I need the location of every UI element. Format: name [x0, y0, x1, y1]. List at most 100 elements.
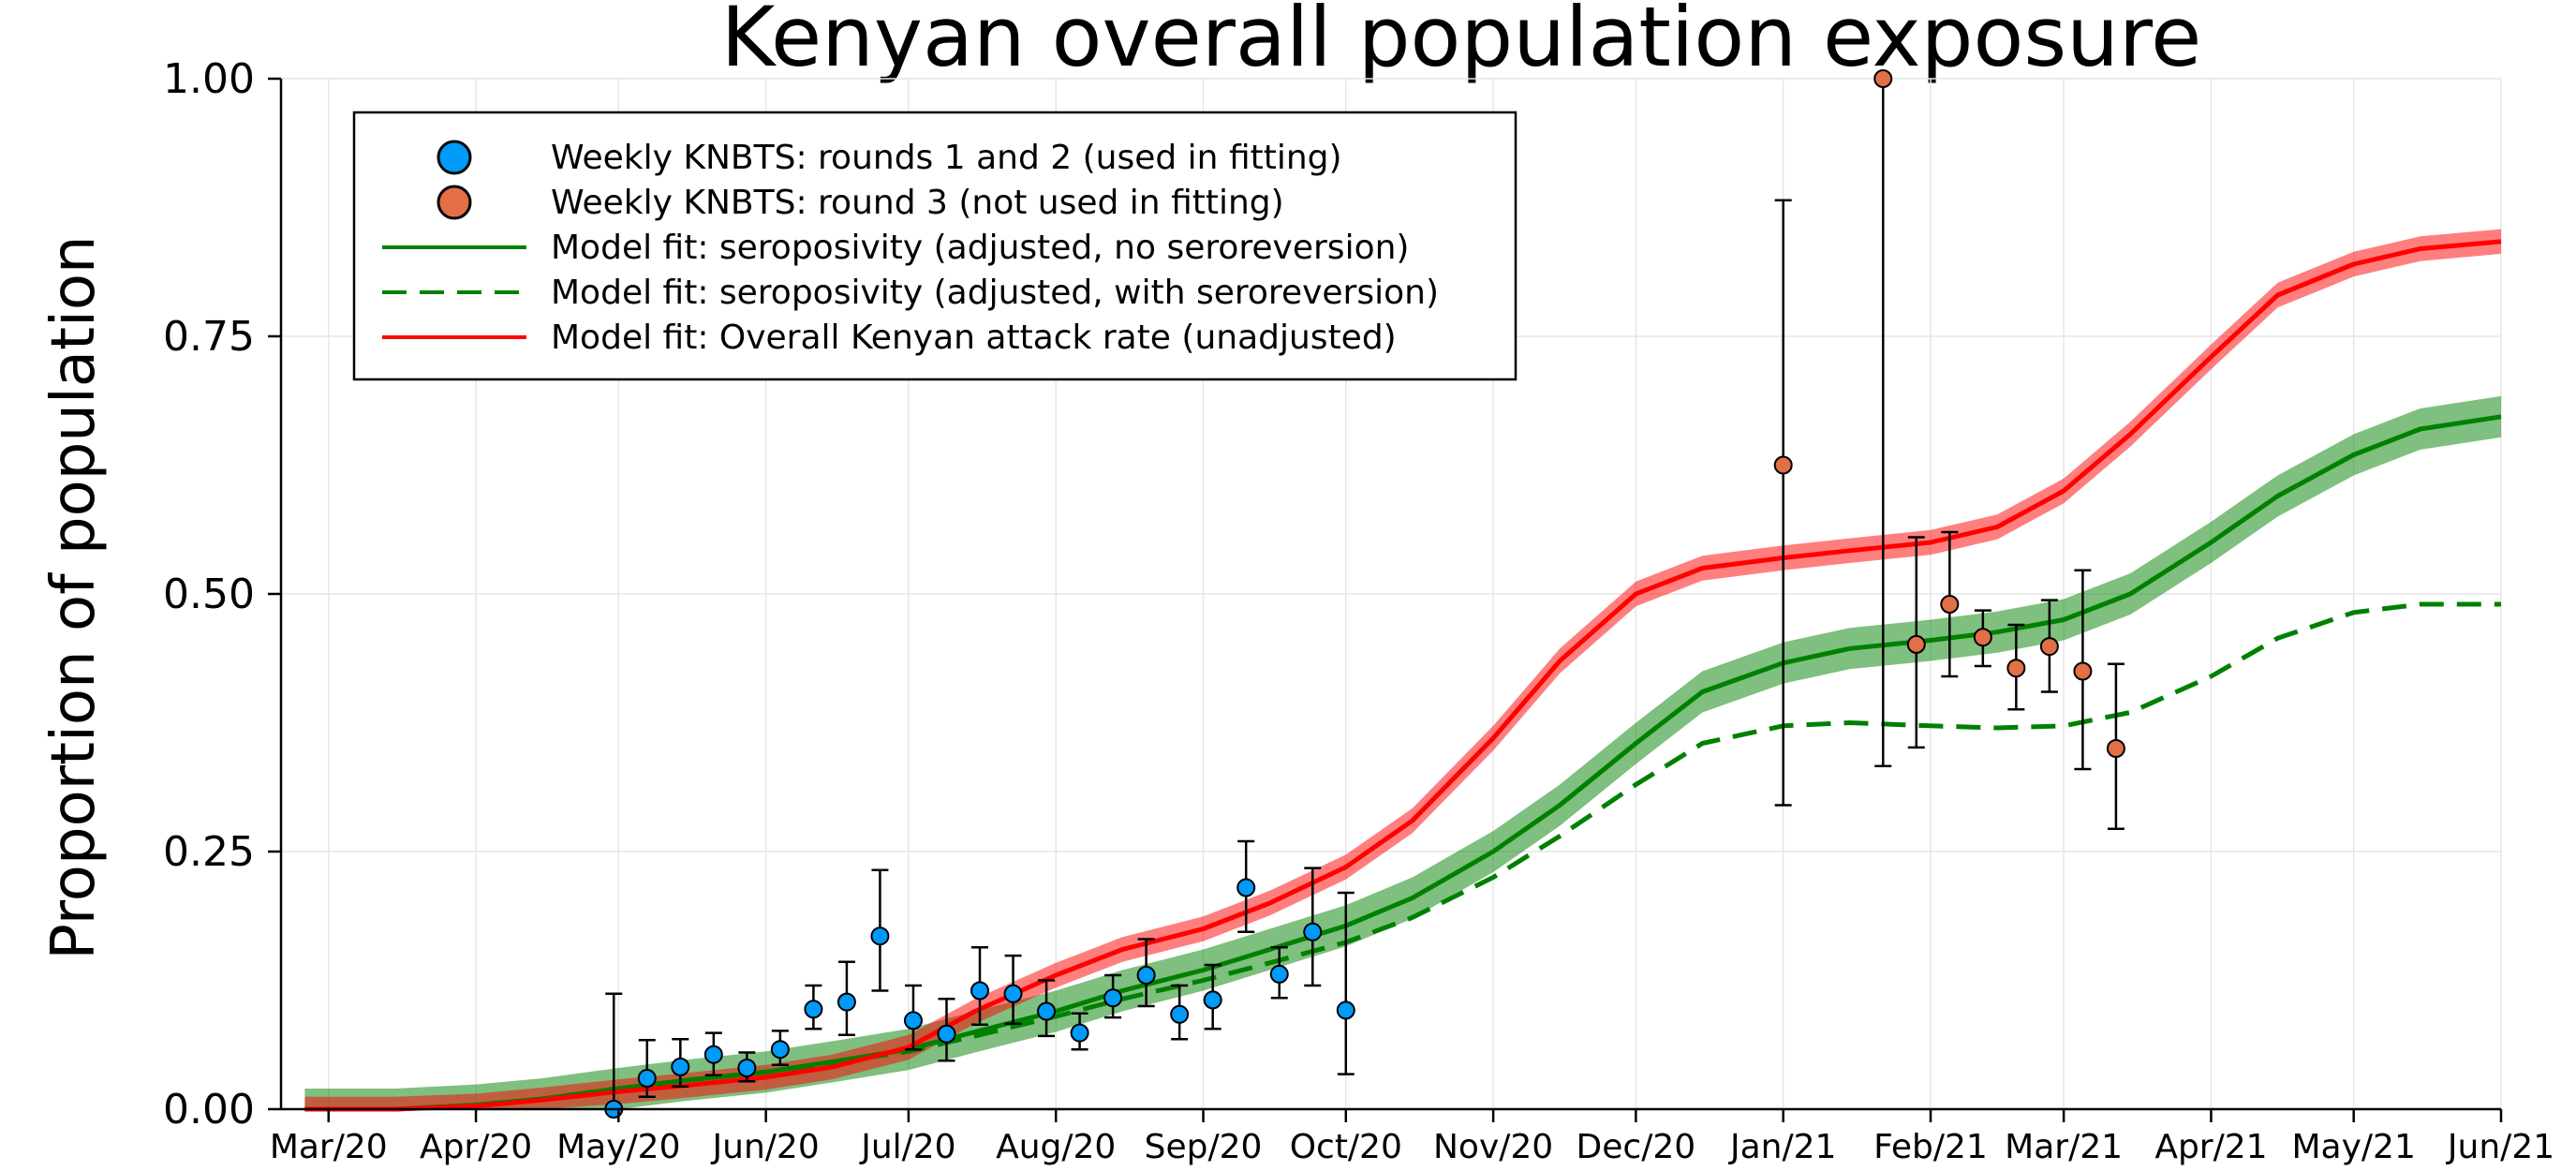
y-tick-label: 0.75	[163, 313, 255, 361]
round12-point	[1303, 867, 1323, 987]
round12-point	[1070, 1012, 1089, 1051]
x-tick-label: Nov/20	[1433, 1128, 1553, 1166]
legend-box	[352, 111, 1517, 381]
round3-point	[1973, 609, 1992, 668]
y-tick-label: 1.00	[163, 55, 255, 103]
y-tick-label: 0.25	[163, 828, 255, 876]
legend-item-0: Weekly KNBTS: rounds 1 and 2 (used in fi…	[437, 139, 1342, 177]
data-marker	[703, 1045, 723, 1064]
round12-point	[970, 946, 990, 1027]
legend-item-1: Weekly KNBTS: round 3 (not used in fitti…	[437, 184, 1284, 222]
y-tick-label: 0.00	[163, 1086, 255, 1134]
data-marker	[637, 1069, 657, 1088]
x-tick-label: Oct/20	[1290, 1128, 1402, 1166]
data-marker	[2106, 739, 2125, 758]
data-marker	[1037, 1001, 1057, 1021]
data-marker	[1336, 1001, 1355, 1020]
legend-marker	[437, 185, 472, 220]
data-marker	[937, 1024, 956, 1044]
round3-point	[1773, 199, 1793, 807]
legend-item-2: Model fit: seroposivity (adjusted, no se…	[382, 229, 1409, 267]
legend-label: Model fit: seroposivity (adjusted, with …	[551, 274, 1439, 312]
round12-point	[1269, 946, 1289, 1000]
x-tick-label: Mar/21	[2005, 1128, 2123, 1166]
data-marker	[1873, 69, 1893, 88]
y-tick-label: 0.50	[163, 571, 255, 618]
data-marker	[1203, 990, 1222, 1010]
round12-point	[770, 1030, 790, 1066]
round12-point	[703, 1031, 723, 1076]
x-tick-label: Apr/20	[420, 1128, 532, 1166]
legend-item-4: Model fit: Overall Kenyan attack rate (u…	[382, 319, 1397, 357]
data-marker	[836, 992, 856, 1012]
data-points	[604, 69, 2125, 1119]
data-marker	[1973, 628, 1992, 647]
data-marker	[970, 981, 990, 1001]
seropositivity-no-reversion-line	[304, 414, 2502, 1112]
round3-point	[1940, 530, 1960, 678]
data-marker	[1906, 634, 1926, 654]
seropositivity-no-reversion-band	[304, 395, 2502, 1109]
legend-item-3: Model fit: seroposivity (adjusted, with …	[382, 274, 1439, 312]
round3-point	[1873, 69, 1893, 767]
x-tick-label: Feb/21	[1873, 1128, 1988, 1166]
data-marker	[1773, 455, 1793, 475]
y-axis-label: Proportion of population	[39, 235, 109, 959]
axis-ticks: 0.00 0.25 0.50 0.75 1.00 Mar/20 Apr/20 May/20 Ju…	[163, 55, 2554, 1166]
data-marker	[1269, 964, 1289, 984]
legend-label: Model fit: Overall Kenyan attack rate (u…	[551, 319, 1397, 357]
legend-marker	[437, 140, 472, 175]
round12-point	[671, 1037, 690, 1089]
seropositivity-with-reversion-line	[304, 601, 2501, 1112]
round12-point	[737, 1051, 757, 1083]
x-tick-label: Aug/20	[996, 1128, 1116, 1166]
data-marker	[1303, 922, 1323, 941]
round12-point	[1203, 963, 1222, 1030]
data-marker	[1003, 984, 1023, 1003]
round12-point	[1003, 954, 1023, 1025]
x-tick-label: May/21	[2291, 1128, 2415, 1166]
x-tick-label: Jan/21	[1728, 1128, 1836, 1166]
x-tick-label: Jun/20	[711, 1128, 820, 1166]
legend-label: Weekly KNBTS: rounds 1 and 2 (used in fi…	[551, 139, 1342, 177]
legend-label: Model fit: seroposivity (adjusted, no se…	[551, 229, 1409, 267]
round3-point	[2006, 623, 2026, 711]
legend-label: Weekly KNBTS: round 3 (not used in fitti…	[551, 184, 1284, 222]
chart-title: Kenyan overall population exposure	[721, 0, 2202, 85]
round12-point	[903, 984, 923, 1051]
x-tick-label: Dec/20	[1577, 1128, 1696, 1166]
round12-point	[1336, 891, 1355, 1075]
data-marker	[1136, 966, 1156, 985]
round12-point	[836, 960, 856, 1037]
data-marker	[804, 1000, 823, 1019]
data-marker	[1940, 595, 1960, 614]
round3-point	[2073, 569, 2093, 771]
round12-point	[1236, 839, 1256, 934]
data-marker	[671, 1057, 690, 1076]
round12-point	[1170, 984, 1190, 1041]
round12-point	[804, 984, 823, 1030]
data-marker	[870, 926, 890, 946]
round12-point	[870, 868, 890, 992]
x-tick-label: Jul/20	[859, 1128, 955, 1166]
data-marker	[2006, 659, 2026, 678]
round3-point	[2106, 662, 2125, 831]
data-marker	[1070, 1023, 1089, 1043]
data-marker	[1236, 878, 1256, 897]
data-marker	[770, 1040, 790, 1060]
x-tick-label: Sep/20	[1145, 1128, 1263, 1166]
data-marker	[737, 1059, 757, 1077]
x-tick-label: Apr/21	[2154, 1128, 2267, 1166]
round12-point	[637, 1039, 657, 1099]
round12-point	[1037, 979, 1057, 1038]
data-marker	[2073, 661, 2093, 681]
legend: Weekly KNBTS: rounds 1 and 2 (used in fi…	[352, 111, 1517, 381]
x-tick-label: Mar/20	[270, 1128, 388, 1166]
round12-point	[937, 998, 956, 1062]
data-marker	[903, 1011, 923, 1030]
round12-point	[1136, 938, 1156, 1008]
data-marker	[1103, 988, 1123, 1008]
round3-point	[2039, 599, 2059, 693]
data-marker	[2039, 637, 2059, 657]
